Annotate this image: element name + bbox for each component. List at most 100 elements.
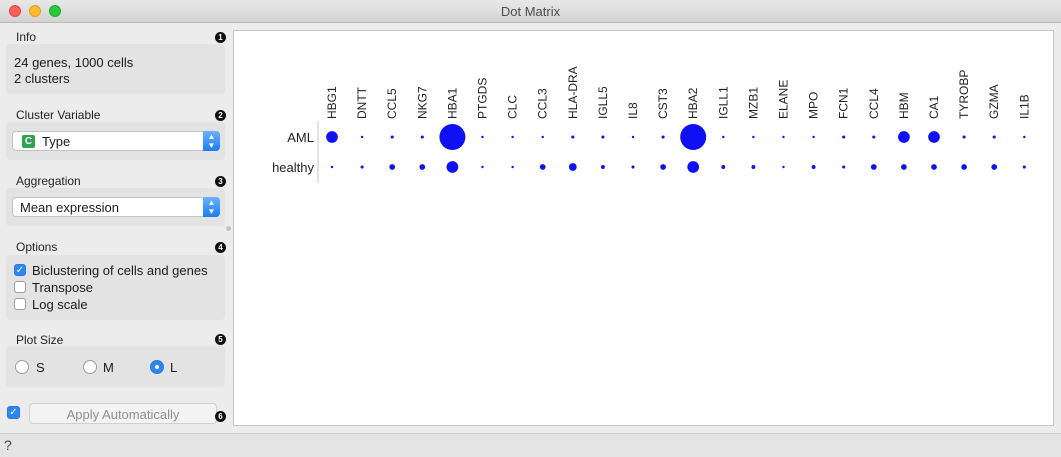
- cluster-label-aml: AML: [287, 130, 314, 145]
- dot-aml-hbg1: [326, 131, 338, 143]
- plot-size-m-radio[interactable]: [83, 360, 97, 374]
- transpose-checkbox[interactable]: [14, 281, 26, 293]
- dot-aml-ccl5: [390, 135, 394, 139]
- gene-label-igll5: IGLL5: [596, 86, 610, 119]
- status-bar: ?: [0, 433, 1061, 457]
- dot-matrix-plot-area: HBG1 DNTT CCL5 NKG7 HBA1 PTGDS CLC CCL3 HLA-DRA I…: [233, 30, 1054, 426]
- minimize-window-button[interactable]: [29, 5, 41, 17]
- gene-label-nkg7: NKG7: [415, 86, 429, 119]
- dot-healthy-ccl3: [539, 164, 546, 170]
- cluster-variable-title: Cluster Variable: [16, 108, 101, 122]
- dot-healthy-elane: [782, 165, 785, 169]
- gene-label-il8: IL8: [626, 102, 640, 119]
- gene-label-dntt: DNTT: [355, 86, 369, 119]
- info-section-title: Info: [16, 30, 37, 44]
- dot-healthy-ccl4: [870, 164, 877, 170]
- plot-size-s-radio[interactable]: [15, 360, 29, 374]
- window-title: Dot Matrix: [500, 4, 561, 19]
- gene-label-igll1: IGLL1: [716, 86, 730, 119]
- cluster-variable-box: C Type ▲ ▼: [6, 122, 225, 160]
- gene-label-elane: ELANE: [777, 80, 791, 119]
- chevron-updown-icon: ▲ ▼: [203, 131, 220, 151]
- apply-help-badge[interactable]: 6: [215, 411, 226, 422]
- cluster-variable-value: Type: [42, 134, 71, 149]
- dot-healthy-il1b: [1022, 165, 1026, 169]
- dot-aml-dntt: [360, 135, 364, 139]
- gene-label-ptgds: PTGDS: [476, 78, 490, 119]
- gene-label-hbg1: HBG1: [325, 86, 339, 119]
- gene-label-hbm: HBM: [897, 92, 911, 119]
- dot-aml-hbm: [898, 131, 910, 143]
- plot-size-help-badge[interactable]: 5: [215, 334, 226, 345]
- plot-size-l-label: L: [170, 360, 178, 375]
- log-scale-checkbox[interactable]: [14, 298, 26, 310]
- cluster-label-healthy: healthy: [272, 160, 314, 175]
- dot-healthy-ccl5: [389, 164, 396, 170]
- close-window-button[interactable]: [9, 5, 21, 17]
- plot-size-m-label: M: [103, 360, 114, 375]
- gene-label-fcn1: FCN1: [837, 87, 851, 119]
- dot-healthy-fcn1: [842, 165, 846, 169]
- options-help-badge[interactable]: 4: [215, 242, 226, 253]
- aggregation-title: Aggregation: [16, 174, 81, 188]
- plot-size-l-radio[interactable]: [150, 360, 164, 374]
- dot-matrix-chart: HBG1 DNTT CCL5 NKG7 HBA1 PTGDS CLC CCL3 HLA-DRA I…: [272, 66, 1031, 183]
- gene-label-tyrobp: TYROBP: [957, 70, 971, 119]
- gene-label-clc: CLC: [506, 95, 520, 119]
- zoom-window-button[interactable]: [49, 5, 61, 17]
- dot-aml-ccl3: [541, 135, 544, 139]
- dot-aml-elane: [782, 135, 785, 139]
- info-box: 24 genes, 1000 cells 2 clusters: [6, 44, 225, 94]
- biclustering-checkbox[interactable]: ✓: [14, 264, 26, 276]
- chevron-updown-icon: ▲ ▼: [203, 197, 220, 217]
- aggregation-help-badge[interactable]: 3: [215, 176, 226, 187]
- dot-aml-hba2: [680, 124, 707, 150]
- options-title: Options: [16, 240, 58, 254]
- gene-label-ccl5: CCL5: [385, 88, 399, 119]
- apply-button[interactable]: Apply Automatically: [29, 403, 217, 424]
- gene-label-hla-dra: HLA-DRA: [566, 66, 580, 119]
- gene-label-gzma: GZMA: [987, 84, 1001, 119]
- dot-aml-nkg7: [420, 135, 424, 139]
- cluster-variable-select[interactable]: C Type ▲ ▼: [12, 131, 220, 151]
- dot-healthy-mzb1: [751, 165, 756, 169]
- aggregation-value: Mean expression: [20, 200, 119, 215]
- dot-healthy-mpo: [811, 165, 816, 169]
- dot-aml-clc: [511, 135, 514, 139]
- dot-healthy-il8: [631, 165, 635, 169]
- dot-aml-mpo: [812, 135, 815, 139]
- info-help-badge[interactable]: 1: [215, 32, 226, 43]
- dot-healthy-dntt: [360, 165, 364, 169]
- gene-label-hba2: HBA2: [686, 87, 700, 119]
- gene-label-cst3: CST3: [656, 88, 670, 119]
- dot-healthy-gzma: [991, 164, 998, 170]
- categorical-variable-icon: C: [22, 135, 35, 148]
- title-bar: Dot Matrix: [0, 0, 1061, 23]
- dot-aml-cst3: [661, 135, 665, 139]
- dot-healthy-hbm: [901, 164, 907, 170]
- dot-healthy-ca1: [931, 164, 937, 170]
- plot-size-radio-group: S M L: [15, 360, 215, 376]
- dot-aml-il1b: [1023, 135, 1026, 139]
- dot-healthy-cst3: [660, 164, 666, 170]
- splitter-handle[interactable]: [226, 226, 231, 231]
- plot-size-box: S M L: [6, 346, 225, 387]
- dot-healthy-clc: [511, 165, 514, 169]
- dot-healthy-tyrobp: [961, 164, 967, 170]
- apply-automatically-checkbox[interactable]: ✓: [7, 406, 20, 419]
- gene-label-ccl3: CCL3: [536, 88, 550, 119]
- question-icon[interactable]: ?: [4, 437, 12, 453]
- dot-aml-il8: [631, 135, 635, 139]
- gene-label-mzb1: MZB1: [746, 87, 760, 119]
- dot-aml-igll5: [601, 135, 605, 139]
- gene-label-mpo: MPO: [807, 92, 821, 119]
- dot-healthy-ptgds: [481, 165, 484, 169]
- dot-aml-fcn1: [842, 135, 846, 139]
- aggregation-select[interactable]: Mean expression ▲ ▼: [12, 197, 220, 217]
- cluster-variable-help-badge[interactable]: 2: [215, 110, 226, 121]
- control-sidebar: Info 1 24 genes, 1000 cells 2 clusters C…: [0, 23, 232, 433]
- info-clusters: 2 clusters: [14, 71, 70, 86]
- dot-healthy-igll5: [600, 165, 605, 169]
- gene-label-ccl4: CCL4: [867, 88, 881, 119]
